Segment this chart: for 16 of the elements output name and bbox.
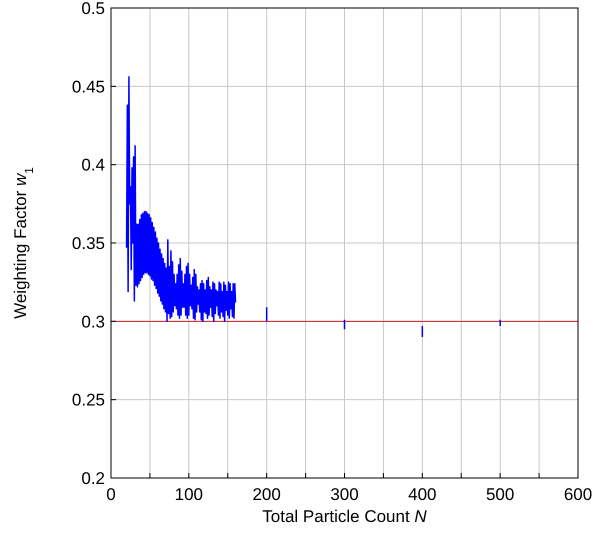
x-tick-label: 400 (408, 485, 437, 504)
x-tick-label: 500 (486, 485, 514, 504)
line-series (126, 76, 236, 322)
y-tick-label: 0.25 (72, 390, 105, 410)
y-tick-label: 0.35 (72, 234, 105, 253)
y-tick-label: 0.3 (81, 312, 105, 332)
y-tick-label: 0.5 (81, 0, 105, 18)
y-tick-label: 0.45 (72, 77, 105, 96)
x-tick-label: 100 (174, 485, 204, 504)
x-tick-label: 600 (564, 485, 592, 504)
x-tick-label: 300 (330, 485, 359, 504)
x-tick-label: 0 (106, 485, 116, 504)
x-axis-title: Total Particle Count N (262, 507, 428, 526)
y-tick-label: 0.4 (81, 156, 105, 175)
x-tick-label: 200 (252, 485, 281, 504)
y-tick-label: 0.2 (81, 469, 105, 488)
